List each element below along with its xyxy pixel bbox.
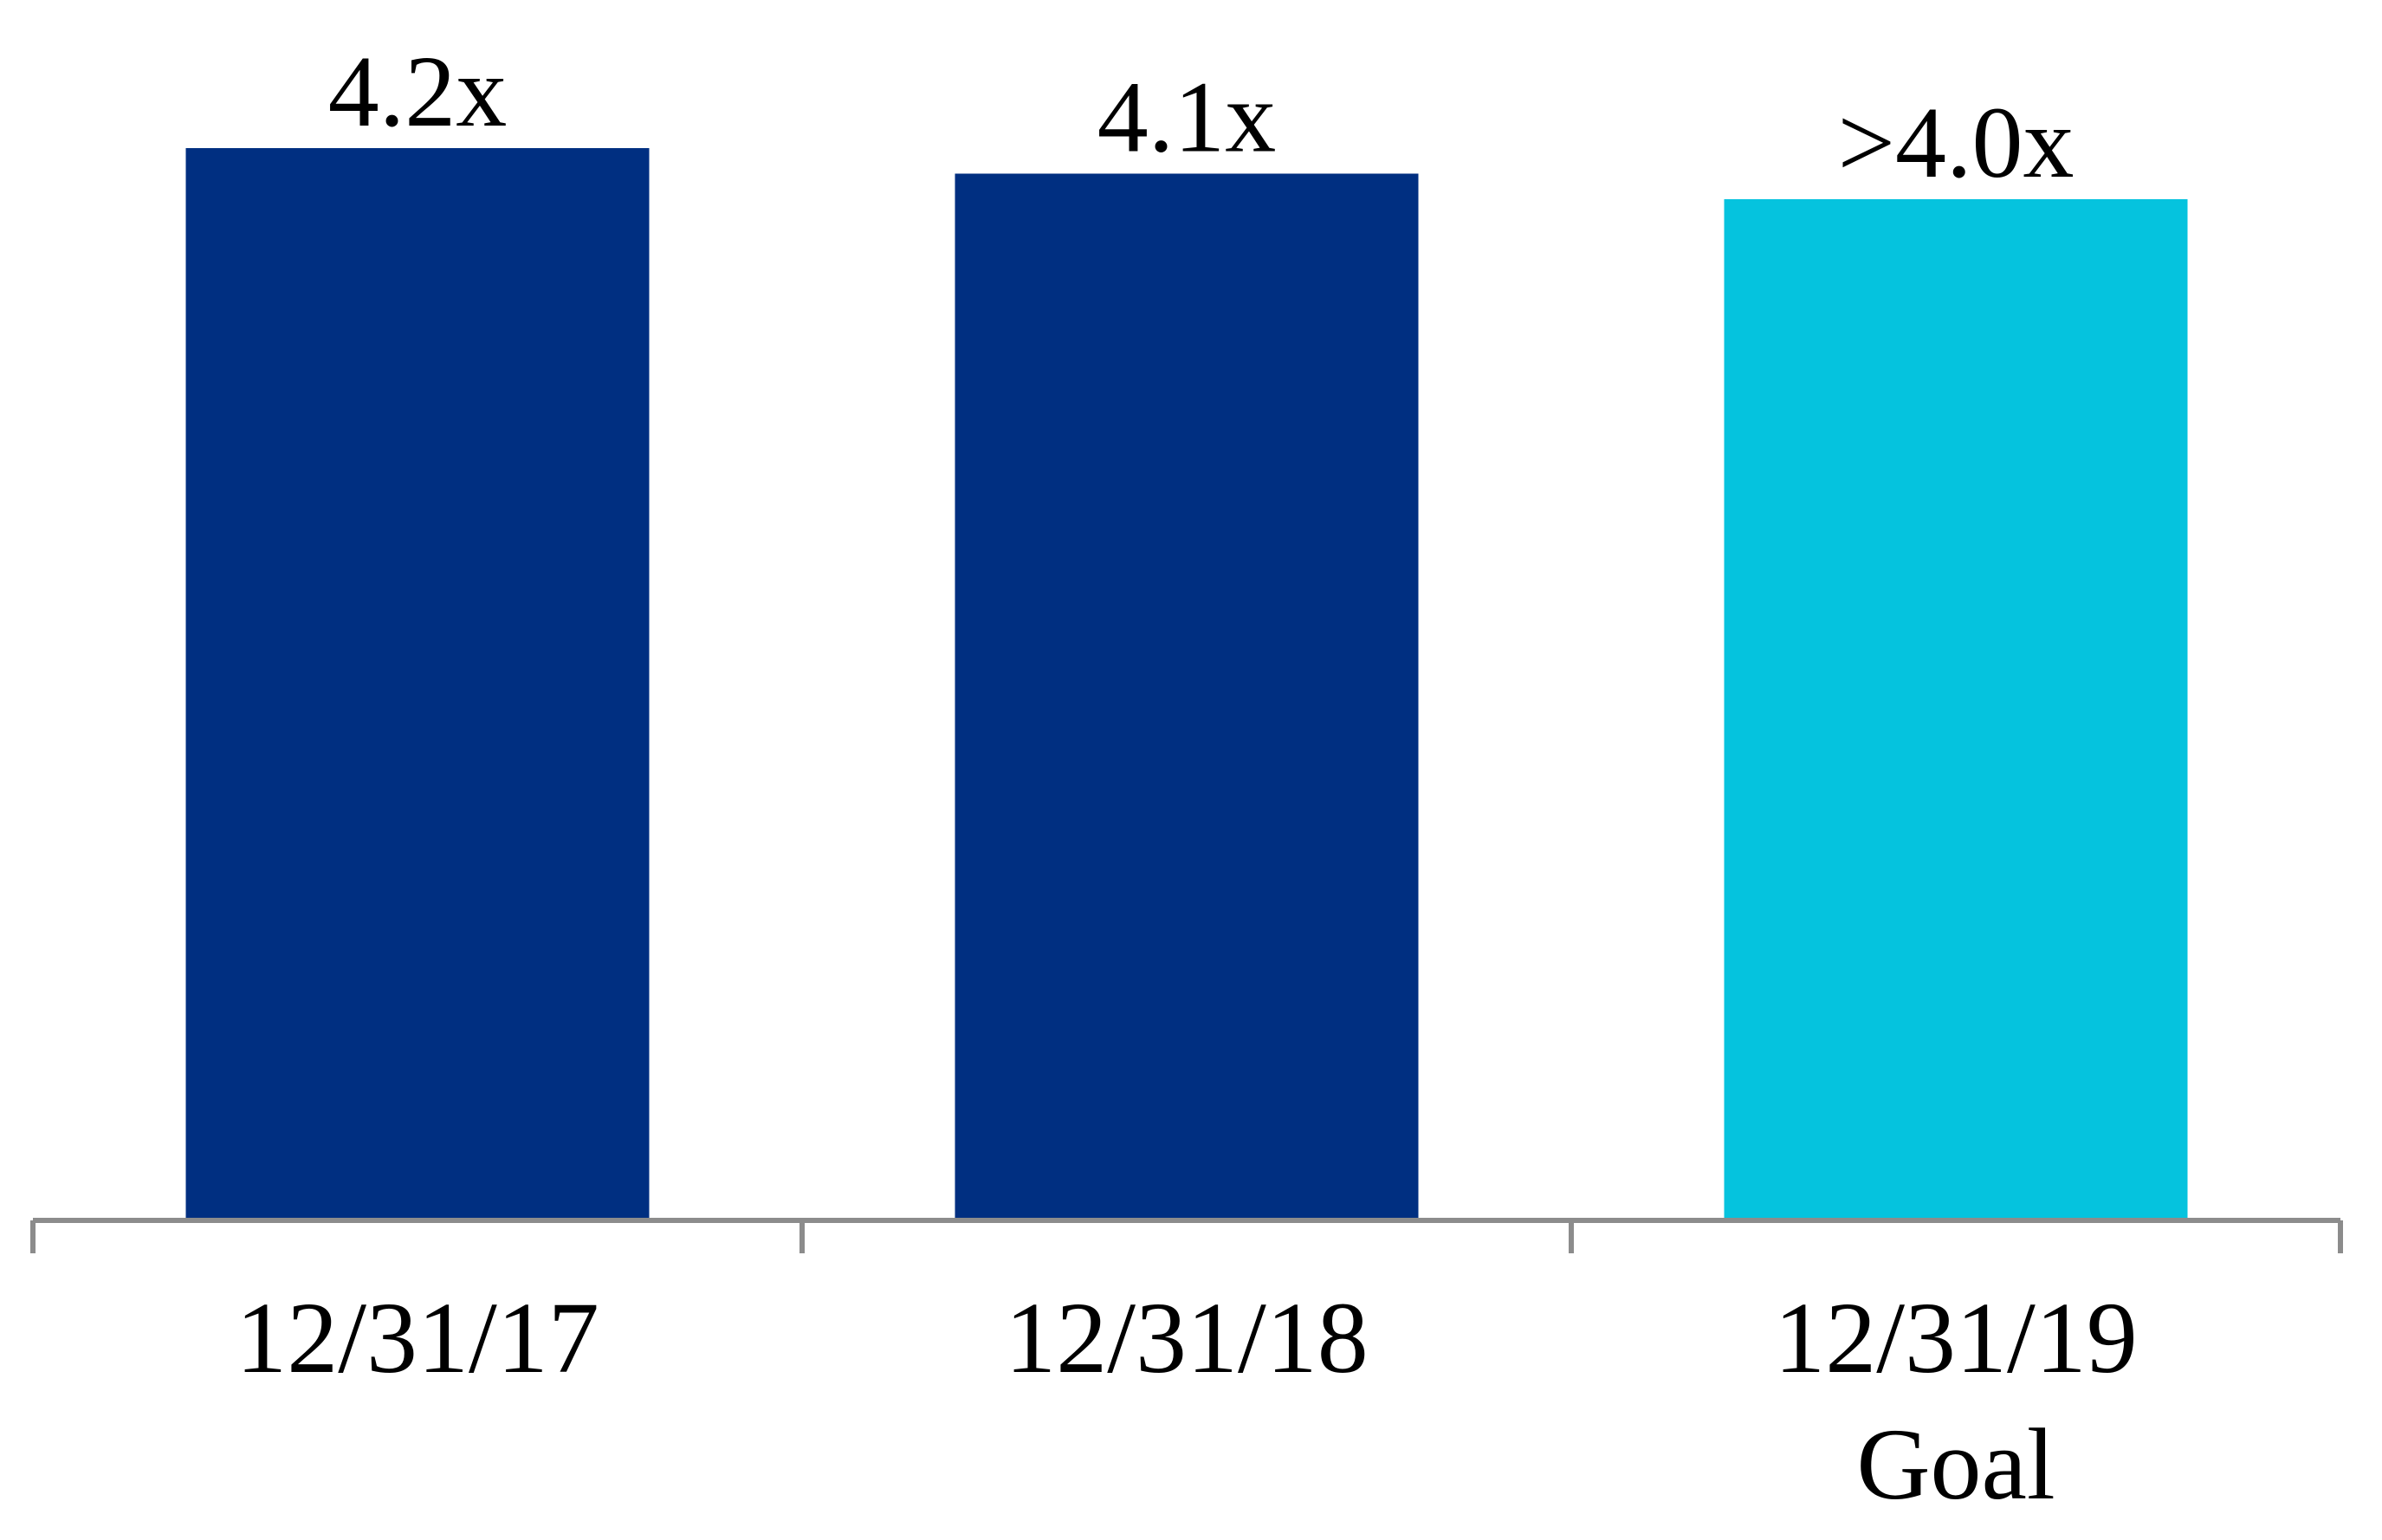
x-tick-labels-layer: 12/31/17 12/31/18 12/31/19 Goal <box>236 1281 2138 1521</box>
bars-layer <box>185 148 2188 1220</box>
x-tick-label-1: 12/31/17 <box>236 1281 599 1394</box>
data-label-2: 4.1x <box>1097 60 1277 173</box>
bar-3 <box>1724 198 2188 1220</box>
value-labels-layer: 4.2x 4.1x >4.0x <box>328 35 2075 199</box>
data-label-3: >4.0x <box>1837 86 2074 199</box>
x-axis <box>30 1218 2343 1253</box>
x-tick-label-2: 12/31/18 <box>1005 1281 1369 1394</box>
data-label-1: 4.2x <box>328 35 508 148</box>
bar-1 <box>185 148 650 1220</box>
x-tick-sublabel-3: Goal <box>1856 1407 2055 1521</box>
bar-2 <box>955 173 1419 1220</box>
x-tick-label-3: 12/31/19 <box>1774 1281 2138 1394</box>
